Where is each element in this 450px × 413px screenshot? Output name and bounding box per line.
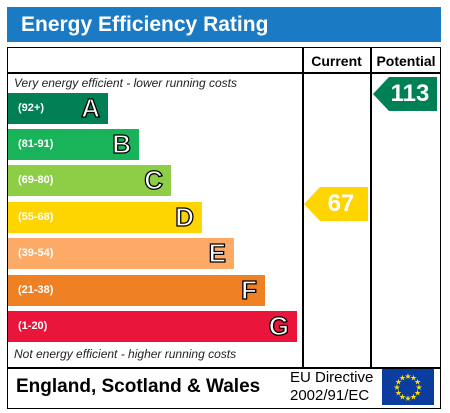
band-letter: G [268,310,290,341]
potential-column-header: Potential [376,53,436,69]
footer-divider [7,367,441,369]
band-range-label: (81-91) [18,138,54,150]
eu-star-icon: ★ [404,372,411,381]
directive-line-1: EU Directive [290,369,374,386]
divider-potential [370,47,372,368]
inefficient-note: Not energy efficient - higher running co… [14,347,237,361]
band-letter: F [240,274,257,305]
band-b: (81-91) B [8,128,139,160]
band-letter: A [81,92,101,123]
band-d: (55-68) D [8,201,202,233]
band-a: (92+) A [8,92,108,124]
divider-current [302,47,304,368]
potential-rating-value: 113 [390,80,430,107]
region-label: England, Scotland & Wales [16,376,261,397]
band-range-label: (55-68) [18,211,54,223]
current-column-header: Current [311,53,362,69]
eu-star-icon: ★ [410,373,417,382]
band-letter: B [112,128,132,159]
efficient-note: Very energy efficient - lower running co… [14,76,237,90]
band-range-label: (69-80) [18,174,54,186]
eu-star-icon: ★ [393,383,400,392]
band-f: (21-38) F [8,274,265,306]
eu-star-icon: ★ [414,389,421,398]
band-c: (69-80) C [8,164,171,196]
band-letter: E [208,237,227,268]
current-rating-arrow: 67 [304,187,368,221]
band-letter: C [144,164,164,195]
band-range-label: (1-20) [18,320,48,332]
eu-flag-icon: ★ ★ ★ ★ ★ ★ ★ ★ ★ ★ ★ ★ [382,369,434,405]
directive-label: EU Directive 2002/91/EC [290,369,373,405]
band-g: (1-20) G [8,310,297,342]
directive-line-2: 2002/91/EC [290,387,370,404]
current-rating-value: 67 [327,190,355,217]
potential-rating-arrow: 113 [373,77,437,111]
eu-star-icon: ★ [415,383,422,392]
band-range-label: (39-54) [18,247,54,259]
band-e: (39-54) E [8,237,234,269]
band-letter: D [175,201,195,232]
band-range-label: (92+) [18,102,44,114]
eu-stars-icon: ★★★★★★★★★★★★ [393,372,422,403]
eu-star-icon: ★ [399,373,406,382]
eu-star-icon: ★ [410,393,417,402]
header-divider [7,72,441,74]
band-range-label: (21-38) [18,284,54,296]
current-arrow-shape [304,187,368,221]
potential-arrow-shape [373,77,437,111]
eu-star-icon: ★ [404,394,411,403]
eu-star-icon: ★ [414,378,421,387]
chart-frame [7,47,441,409]
eu-star-icon: ★ [395,389,402,398]
page-title: Energy Efficiency Rating [7,7,441,42]
eu-star-icon: ★ [399,393,406,402]
eu-star-icon: ★ [395,378,402,387]
